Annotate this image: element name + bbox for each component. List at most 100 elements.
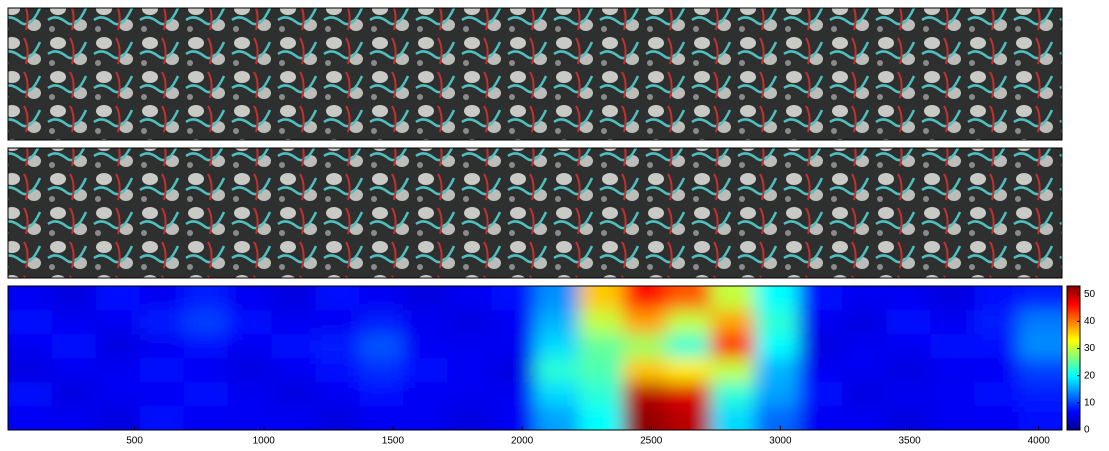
heat-cell — [8, 310, 53, 335]
heat-cell — [798, 358, 843, 383]
heat-cell — [710, 406, 756, 430]
heat-cell — [974, 310, 1019, 335]
heat-cell — [403, 334, 448, 359]
heat-cell — [798, 310, 843, 335]
heat-cell — [403, 286, 448, 311]
heat-cell — [183, 310, 229, 335]
x-tick-label: 3000 — [769, 436, 792, 447]
heat-cell — [95, 382, 141, 407]
heat-cell — [1018, 334, 1062, 359]
heat-cell — [930, 358, 975, 383]
heat-cell — [842, 286, 887, 311]
heat-cell — [51, 334, 97, 359]
heat-cell — [359, 382, 404, 407]
heat-cell — [535, 286, 580, 311]
colorbar-tick-label: 0 — [1084, 425, 1090, 436]
heat-cell — [578, 358, 624, 383]
colorbar-tick-label: 30 — [1084, 343, 1096, 354]
colorbar-tick-label: 20 — [1084, 370, 1096, 381]
heat-cell — [798, 406, 843, 430]
heat-cell — [447, 334, 492, 359]
heat-cell — [622, 286, 668, 311]
heat-cell — [666, 334, 712, 359]
heat-cell — [359, 334, 404, 359]
heat-cell — [491, 358, 536, 383]
heat-cell — [974, 382, 1019, 407]
heat-cell — [315, 406, 360, 430]
heatmap-cells — [8, 286, 1062, 430]
heat-cell — [710, 382, 756, 407]
heat-cell — [95, 286, 141, 311]
heat-cell — [359, 286, 404, 311]
heat-cell — [183, 286, 229, 311]
heat-cell — [315, 286, 360, 311]
heat-cell — [227, 286, 272, 311]
heat-cell — [535, 310, 580, 335]
heat-cell — [842, 382, 887, 407]
heat-cell — [754, 310, 799, 335]
heat-cell — [183, 334, 229, 359]
heat-cell — [710, 286, 756, 311]
heat-cell — [578, 334, 624, 359]
heat-cell — [798, 334, 843, 359]
heat-cell — [842, 406, 887, 430]
x-tick-label: 1500 — [382, 436, 405, 447]
heat-cell — [886, 286, 931, 311]
heat-cell — [139, 334, 185, 359]
heat-cell — [359, 358, 404, 383]
heat-cell — [271, 406, 316, 430]
heat-cell — [491, 310, 536, 335]
heat-cell — [51, 310, 97, 335]
heat-cell — [227, 406, 272, 430]
heat-cell — [535, 382, 580, 407]
x-tick-label: 2000 — [511, 436, 534, 447]
heat-cell — [1018, 358, 1062, 383]
heat-cell — [666, 358, 712, 383]
heat-cell — [974, 286, 1019, 311]
heat-cell — [447, 286, 492, 311]
heat-cell — [710, 334, 756, 359]
x-tick-label: 4000 — [1028, 436, 1051, 447]
heat-cell — [666, 286, 712, 311]
heat-cell — [491, 382, 536, 407]
heat-cell — [622, 358, 668, 383]
heat-cell — [8, 406, 53, 430]
heat-cell — [139, 286, 185, 311]
heat-cell — [535, 406, 580, 430]
heat-cell — [578, 406, 624, 430]
heat-cell — [886, 406, 931, 430]
heat-cell — [930, 406, 975, 430]
image-panel-middle — [7, 147, 1063, 279]
heatmap-frame — [7, 285, 1063, 431]
heat-cell — [227, 358, 272, 383]
heat-cell — [315, 334, 360, 359]
heat-cell — [666, 310, 712, 335]
heat-cell — [930, 286, 975, 311]
image-panel-top — [7, 7, 1063, 141]
heat-cell — [1018, 382, 1062, 407]
heat-cell — [447, 310, 492, 335]
heat-cell — [974, 406, 1019, 430]
heat-cell — [491, 334, 536, 359]
heat-cell — [1018, 406, 1062, 430]
heat-cell — [710, 310, 756, 335]
heat-cell — [798, 382, 843, 407]
heat-cell — [227, 310, 272, 335]
heat-cell — [622, 382, 668, 407]
colorbar-tick-label: 10 — [1084, 397, 1096, 408]
heat-cell — [271, 310, 316, 335]
heat-cell — [974, 334, 1019, 359]
heat-cell — [95, 310, 141, 335]
heat-cell — [886, 382, 931, 407]
heat-cell — [183, 358, 229, 383]
heat-cell — [271, 334, 316, 359]
x-tick-label: 3500 — [898, 436, 921, 447]
heat-cell — [930, 310, 975, 335]
heat-cell — [578, 286, 624, 311]
heat-cell — [139, 382, 185, 407]
heat-cell — [51, 358, 97, 383]
heat-cell — [886, 334, 931, 359]
heatmap — [8, 286, 1062, 430]
